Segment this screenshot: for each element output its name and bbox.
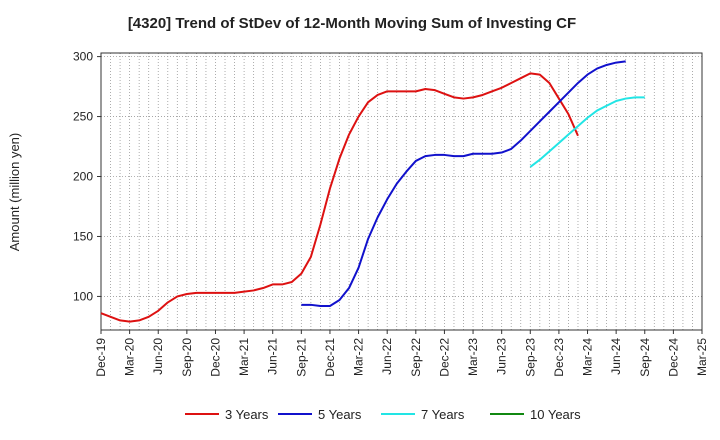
chart-title: [4320] Trend of StDev of 12-Month Moving… <box>128 15 576 32</box>
plot-area: 100 150 200 250 300 Dec-19 Mar-20 Jun-20 Sep-20 D… <box>73 50 709 377</box>
x-tick-label: Sep-23 <box>523 338 537 377</box>
x-tick-label: Dec-20 <box>208 338 222 377</box>
series-line-3-years <box>100 72 579 323</box>
y-axis-label: Amount (million yen) <box>7 133 22 252</box>
x-tick-label: Sep-20 <box>180 338 194 377</box>
y-tick-label: 100 <box>73 289 93 303</box>
x-tick-label: Sep-21 <box>294 338 308 377</box>
legend-label: 7 Years <box>421 407 465 422</box>
legend: 3 Years 5 Years 7 Years 10 Years <box>185 407 581 422</box>
x-tick-label: Mar-21 <box>237 338 251 376</box>
x-tick-label: Dec-22 <box>437 338 451 377</box>
x-tick-label: Mar-22 <box>352 338 366 376</box>
x-tick-label: Jun-23 <box>495 338 509 375</box>
y-tick-label: 250 <box>73 110 93 124</box>
x-tick-label: Jun-22 <box>380 338 394 375</box>
x-tick-label: Dec-19 <box>94 338 108 377</box>
legend-label: 3 Years <box>225 407 269 422</box>
series-line-5-years <box>301 60 626 308</box>
series-line-7-years <box>529 96 645 168</box>
x-tick-label: Dec-24 <box>666 338 680 377</box>
x-tick-label: Sep-24 <box>638 338 652 377</box>
x-tick-label: Mar-23 <box>466 338 480 376</box>
legend-label: 5 Years <box>318 407 362 422</box>
x-tick-label: Mar-25 <box>695 338 709 376</box>
plot-border <box>100 52 703 331</box>
x-tick-label: Mar-20 <box>123 338 137 376</box>
x-tick-label: Mar-24 <box>581 338 595 376</box>
x-tick-label: Dec-21 <box>323 338 337 377</box>
x-tick-label: Dec-23 <box>552 338 566 377</box>
x-tick-label: Jun-24 <box>609 338 623 375</box>
y-tick-label: 200 <box>73 170 93 184</box>
legend-label: 10 Years <box>530 407 581 422</box>
x-tick-label: Jun-20 <box>151 338 165 375</box>
y-tick-label: 300 <box>73 50 93 64</box>
x-tick-label: Sep-22 <box>409 338 423 377</box>
x-tick-label: Jun-21 <box>266 338 280 375</box>
y-tick-label: 150 <box>73 229 93 243</box>
